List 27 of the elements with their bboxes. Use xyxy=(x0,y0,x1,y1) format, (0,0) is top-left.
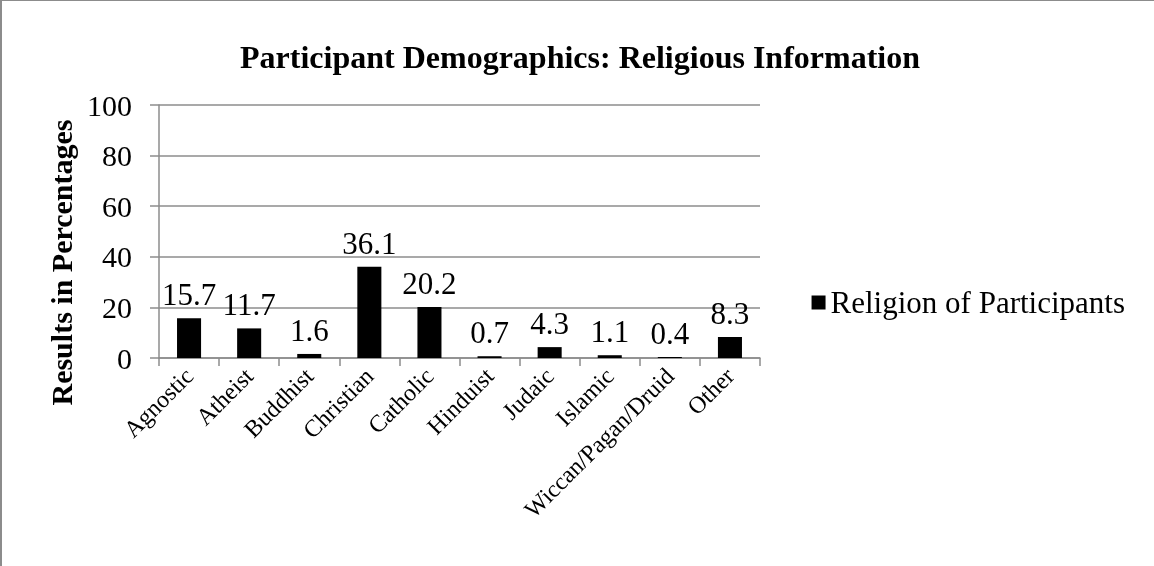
y-tick-label: 0 xyxy=(117,341,132,375)
bar xyxy=(417,306,442,358)
y-tick-label: 20 xyxy=(102,290,132,324)
data-label: 36.1 xyxy=(342,225,397,261)
bar xyxy=(717,337,742,358)
y-tick-label: 100 xyxy=(87,88,132,122)
data-label: 11.7 xyxy=(222,287,276,323)
y-tick-label: 40 xyxy=(102,240,132,274)
bar xyxy=(177,318,202,358)
data-label: 8.3 xyxy=(710,296,750,331)
legend-label: Religion of Participants xyxy=(830,285,1126,320)
bar xyxy=(597,355,622,358)
chart-title: Participant Demographics: Religious Information xyxy=(240,39,921,75)
y-axis-title: Results in Percentages xyxy=(44,119,78,406)
bar xyxy=(537,347,562,358)
data-label: 15.7 xyxy=(161,277,217,313)
y-tick-label: 80 xyxy=(102,139,132,173)
data-label: 20.2 xyxy=(402,265,457,301)
data-label: 4.3 xyxy=(530,306,570,342)
y-tick-label: 60 xyxy=(102,189,132,223)
bar xyxy=(237,328,262,358)
bar xyxy=(297,353,322,358)
data-label: 0.7 xyxy=(470,315,509,351)
data-label: 1.1 xyxy=(590,314,630,350)
data-label: 0.4 xyxy=(650,315,690,351)
data-label: 1.6 xyxy=(289,312,329,348)
bar xyxy=(357,266,382,358)
